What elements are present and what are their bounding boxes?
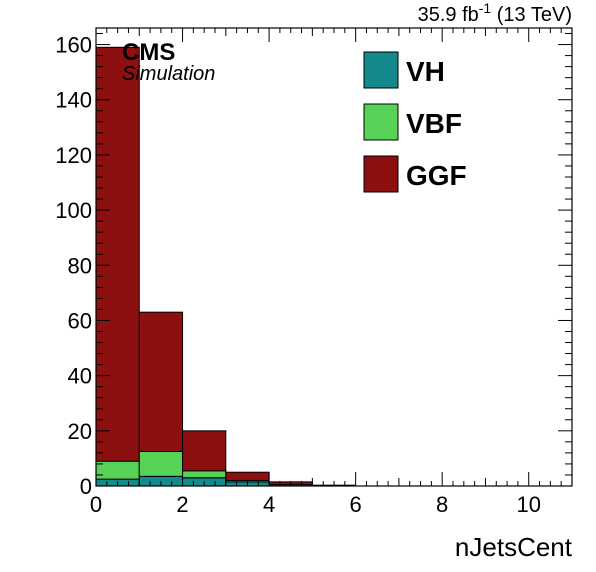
bar-ggf-bin-1 xyxy=(138,311,184,453)
y-tick-label: 160 xyxy=(55,33,92,58)
x-tick-label: 4 xyxy=(263,492,275,517)
legend-swatch-ggf xyxy=(363,155,399,193)
x-tick-labels: 0 2 4 6 8 10 xyxy=(90,492,541,517)
y-tick-label: 80 xyxy=(68,253,92,278)
legend-swatch-vh xyxy=(363,51,399,89)
y-tick-label: 60 xyxy=(68,308,92,333)
y-tick-label: 0 xyxy=(80,474,92,499)
lumi-label: 35.9 fb-1 (13 TeV) xyxy=(418,0,572,26)
legend: VH VBF GGF xyxy=(363,51,467,193)
bar-ggf-bin-3 xyxy=(225,471,270,481)
y-tick-label: 140 xyxy=(55,88,92,113)
legend-label-vh: VH xyxy=(406,56,445,87)
x-tick-label: 10 xyxy=(516,492,540,517)
x-tick-label: 2 xyxy=(176,492,188,517)
y-tick-label: 120 xyxy=(55,143,92,168)
legend-swatch-vbf xyxy=(363,103,399,141)
bar-vbf-bin-2 xyxy=(182,470,227,479)
lumi-value: 35.9 fb xyxy=(418,4,479,26)
axis-ticks xyxy=(95,28,573,487)
y-tick-label: 20 xyxy=(68,419,92,444)
cms-label: CMS xyxy=(122,39,175,66)
bar-ggf-bin-2 xyxy=(182,430,227,472)
y-tick-label: 40 xyxy=(68,364,92,389)
x-tick-label: 0 xyxy=(90,492,102,517)
bar-vbf-bin-1 xyxy=(138,451,184,477)
histogram-bars xyxy=(95,46,357,487)
y-tick-labels: 0 20 40 60 80 100 120 140 160 xyxy=(55,33,92,499)
x-tick-label: 8 xyxy=(436,492,448,517)
x-tick-label: 6 xyxy=(350,492,362,517)
bar-ggf-bin-0 xyxy=(95,46,140,462)
lumi-exponent: -1 xyxy=(479,0,492,16)
legend-label-ggf: GGF xyxy=(406,160,467,191)
legend-label-vbf: VBF xyxy=(406,108,462,139)
x-axis-title: nJetsCent xyxy=(455,532,573,562)
simulation-label: Simulation xyxy=(122,63,215,85)
lumi-energy: (13 TeV) xyxy=(491,4,572,26)
y-tick-label: 100 xyxy=(55,198,92,223)
